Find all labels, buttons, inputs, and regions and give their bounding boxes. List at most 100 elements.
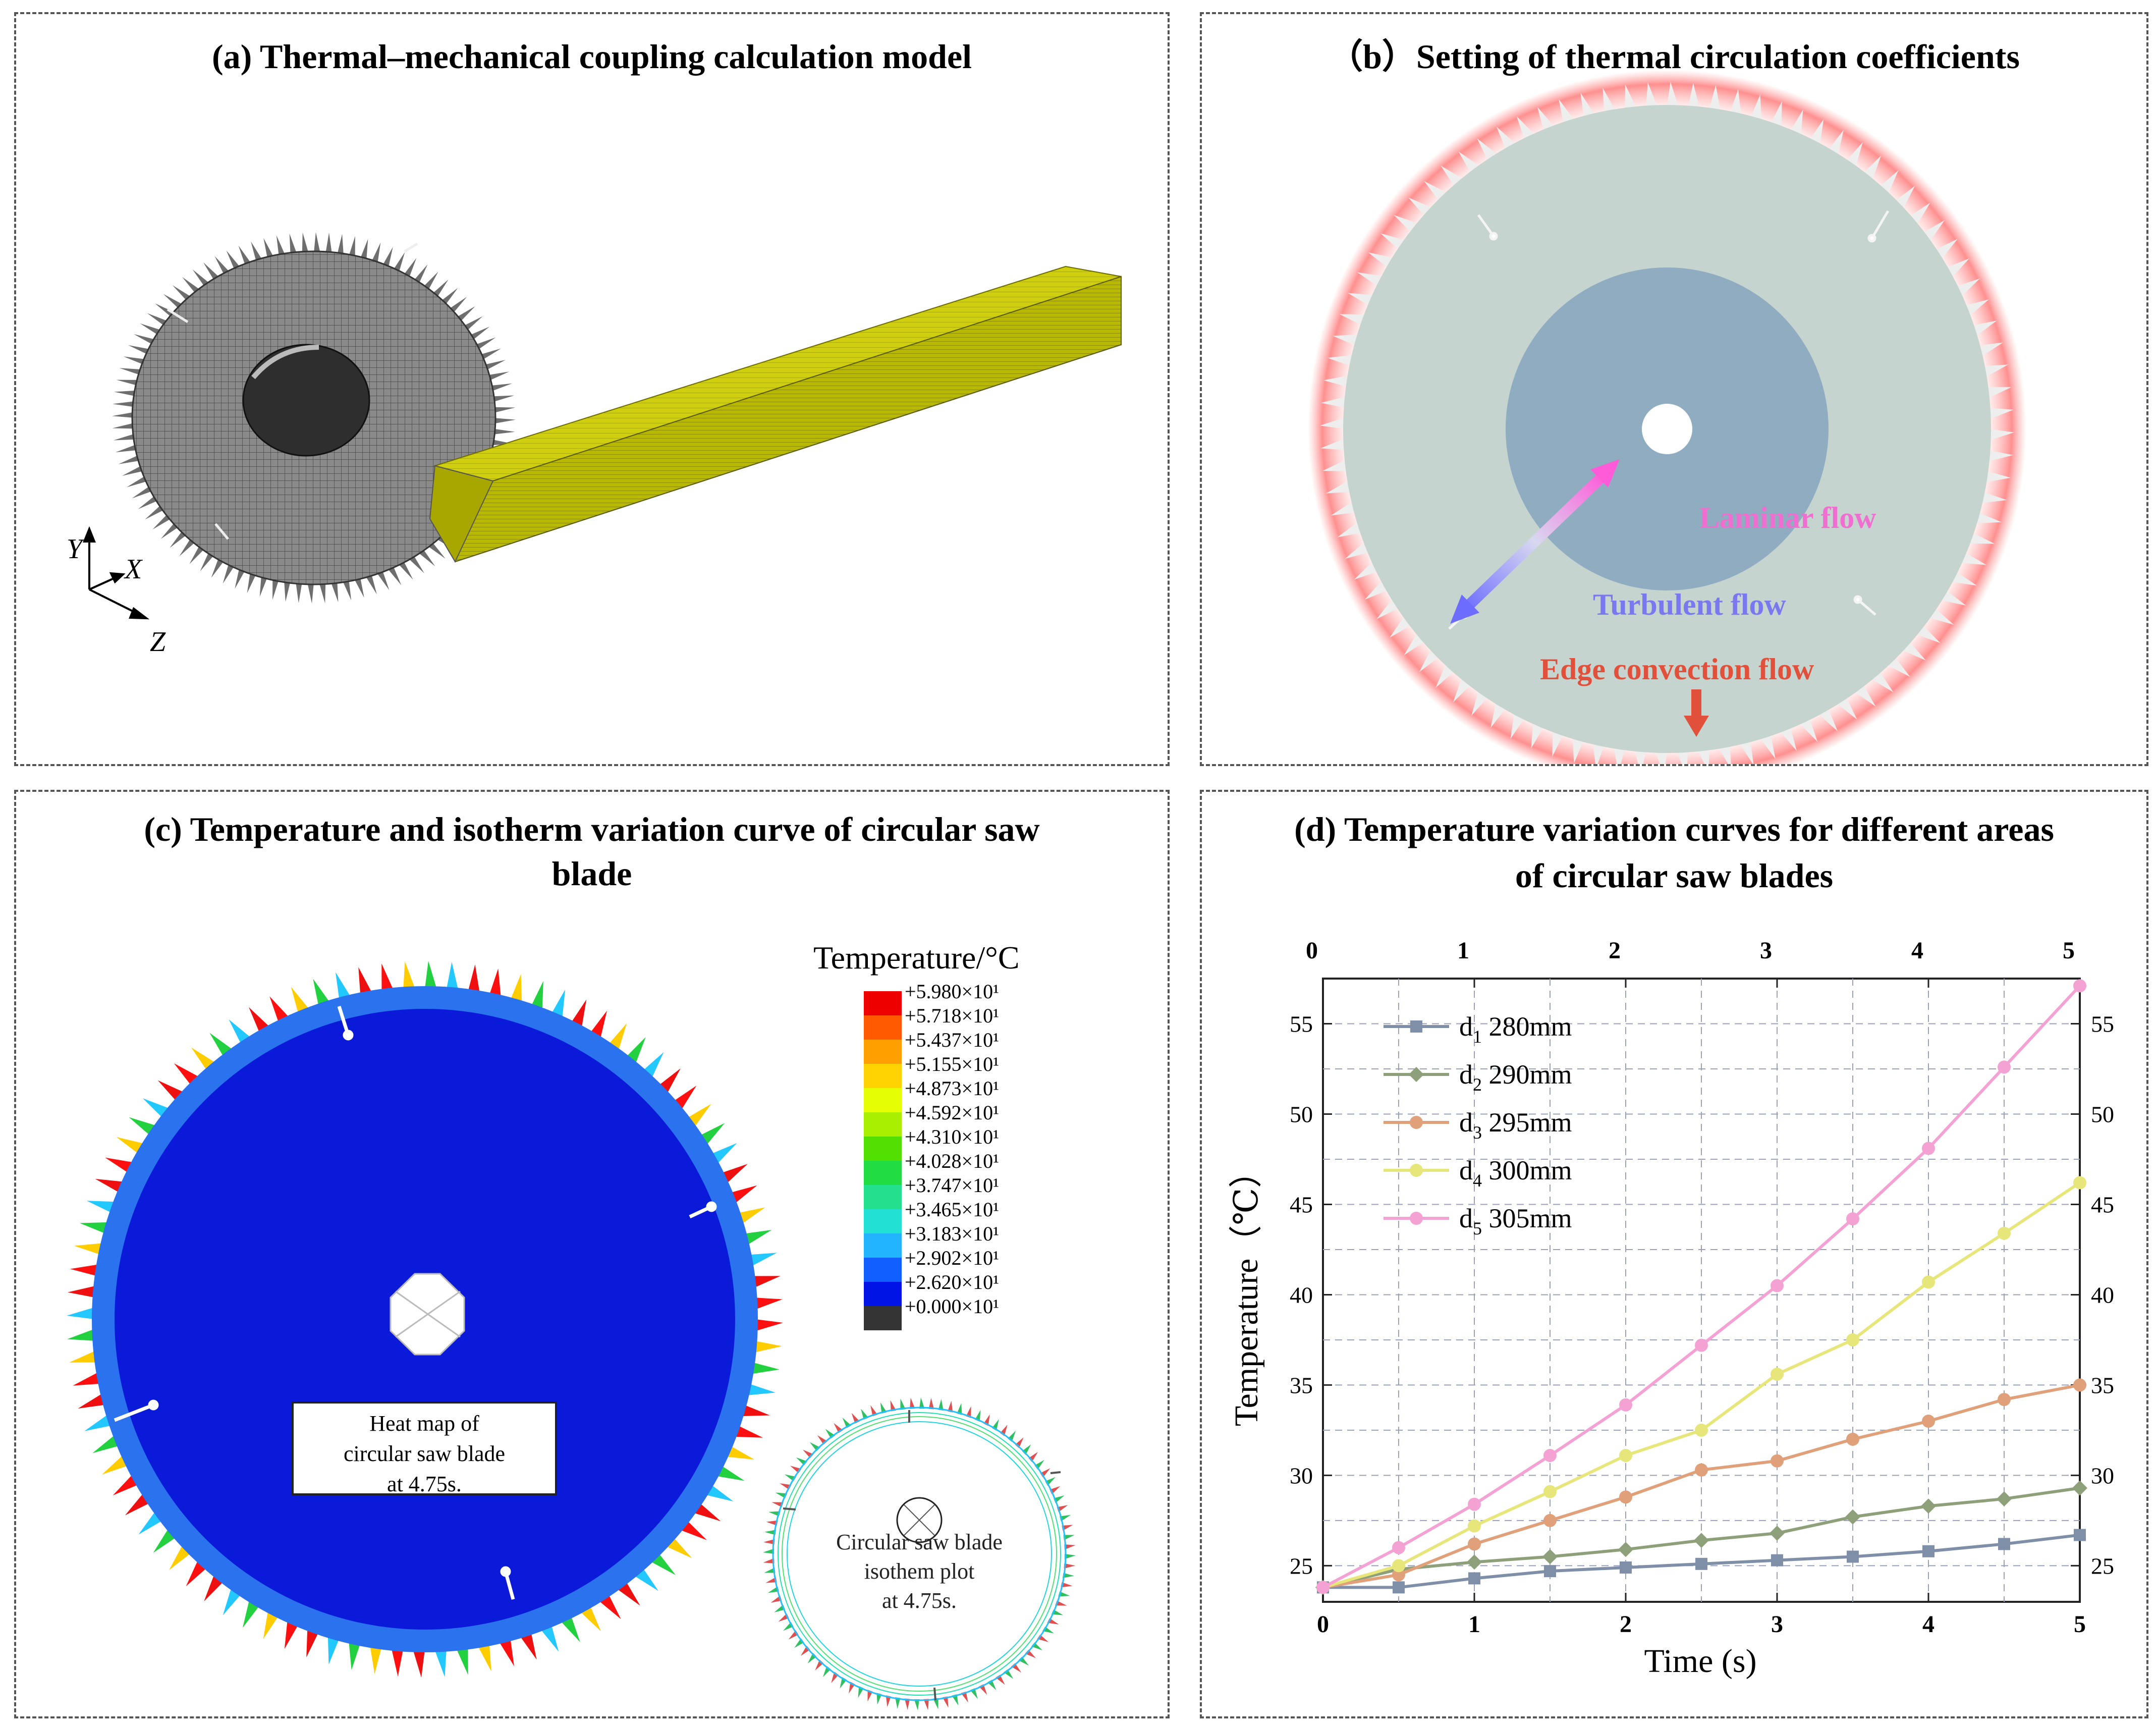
isotherm-caption: Circular saw blade isothem plot at 4.75s…	[818, 1528, 1020, 1615]
saw-tooth	[1964, 299, 1989, 317]
saw-tooth	[753, 1340, 782, 1353]
saw-tooth	[914, 1699, 919, 1710]
y-tick-label: 25	[1290, 1553, 1313, 1579]
x-tick-label: 5	[2074, 1611, 2086, 1638]
saw-tooth	[1364, 579, 1389, 600]
data-point	[1620, 1561, 1632, 1574]
saw-tooth	[1537, 106, 1555, 132]
saw-tooth	[531, 981, 543, 1010]
saw-tooth	[1602, 87, 1616, 114]
data-point	[1770, 1525, 1785, 1541]
saw-tooth	[817, 1435, 828, 1445]
down-arrow-icon	[1684, 689, 1709, 737]
saw-tooth	[1928, 608, 1954, 625]
y-tick-label: 35	[1290, 1372, 1313, 1398]
data-point	[1921, 1498, 1936, 1514]
data-point	[1771, 1279, 1784, 1292]
saw-tooth	[880, 1402, 887, 1414]
saw-tooth	[938, 1399, 944, 1411]
saw-tooth	[172, 285, 192, 302]
saw-tooth	[123, 356, 147, 365]
blade-hub	[242, 344, 370, 457]
saw-tooth	[693, 1502, 721, 1522]
saw-tooth	[211, 557, 225, 578]
saw-tooth	[1978, 342, 2004, 357]
saw-tooth	[80, 1222, 109, 1234]
saw-tooth	[1064, 1544, 1076, 1550]
data-point	[1998, 1538, 2010, 1550]
saw-tooth	[1836, 696, 1857, 720]
saw-tooth	[67, 1307, 95, 1319]
saw-tooth	[425, 961, 437, 989]
saw-tooth	[1846, 142, 1863, 168]
saw-tooth	[189, 545, 205, 564]
saw-blade-mesh	[112, 232, 516, 604]
data-point	[1771, 1367, 1784, 1381]
data-point	[1695, 1338, 1708, 1352]
saw-tooth	[456, 1647, 468, 1675]
saw-tooth	[616, 1581, 640, 1606]
saw-tooth	[750, 1362, 780, 1374]
data-point	[1922, 1275, 1935, 1289]
saw-tooth	[223, 1587, 242, 1615]
saw-tooth	[1453, 677, 1471, 703]
saw-tooth	[492, 418, 516, 424]
saw-tooth	[900, 1398, 906, 1410]
saw-tooth	[1730, 89, 1741, 116]
saw-tooth	[1531, 722, 1544, 749]
saw-tooth	[800, 1645, 810, 1656]
saw-tooth	[1988, 429, 2014, 441]
saw-tooth	[598, 1594, 621, 1620]
saw-tooth	[1320, 438, 1346, 450]
saw-tooth	[763, 1558, 775, 1563]
saw-tooth	[1354, 561, 1378, 580]
axis-z-label: Z	[150, 626, 166, 658]
saw-tooth	[325, 233, 332, 254]
data-point	[1847, 1550, 1859, 1563]
legend-value: +5.155×10¹	[905, 1053, 999, 1075]
data-point	[1468, 1572, 1480, 1585]
saw-tooth	[766, 1520, 778, 1526]
saw-tooth	[768, 1511, 781, 1517]
saw-tooth	[92, 1434, 120, 1453]
saw-tooth	[69, 1351, 97, 1363]
isotherm-blade	[763, 1397, 1076, 1710]
saw-tooth	[763, 1548, 775, 1554]
data-point	[1619, 1490, 1632, 1504]
axis-x-label: X	[124, 554, 143, 585]
saw-tooth	[113, 1474, 139, 1495]
x-tick-label-top: 5	[2063, 937, 2075, 964]
legend-label: d1 280mm	[1459, 1011, 1572, 1047]
data-point	[1467, 1554, 1482, 1570]
panel-a: (a) Thermal–mechanical coupling calculat…	[14, 12, 1170, 766]
legend-value: +5.437×10¹	[905, 1029, 999, 1051]
saw-tooth	[520, 1632, 537, 1660]
saw-tooth	[551, 989, 566, 1019]
saw-tooth	[138, 495, 159, 509]
saw-tooth	[1863, 155, 1882, 181]
saw-tooth	[948, 1400, 953, 1413]
x-tick-label: 4	[1922, 1611, 1934, 1638]
saw-tooth	[734, 1425, 763, 1438]
saw-tooth	[95, 1178, 125, 1193]
saw-tooth	[1946, 258, 1970, 279]
saw-tooth	[259, 575, 268, 597]
saw-tooth	[1390, 615, 1412, 638]
saw-tooth	[1471, 690, 1488, 716]
saw-tooth	[1060, 1515, 1071, 1522]
saw-tooth	[1011, 1663, 1022, 1673]
saw-tooth	[1987, 450, 2014, 462]
saw-tooth	[942, 1696, 949, 1708]
saw-tooth	[1376, 598, 1400, 619]
saw-tooth	[330, 581, 339, 603]
panel-d-title-line2: of circular saw blades	[1515, 856, 1834, 895]
saw-tooth	[764, 1568, 776, 1573]
saw-tooth	[1915, 625, 1941, 643]
saw-tooth	[1333, 334, 1360, 346]
saw-tooth	[590, 1010, 607, 1039]
saw-tooth	[112, 422, 135, 429]
saw-tooth	[469, 327, 490, 341]
saw-tooth	[70, 1264, 99, 1276]
y-tick-label: 50	[1290, 1101, 1313, 1127]
